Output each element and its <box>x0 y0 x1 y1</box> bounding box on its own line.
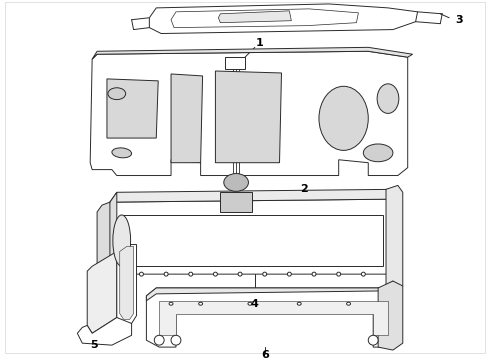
Polygon shape <box>77 318 132 345</box>
Ellipse shape <box>171 335 181 345</box>
Text: 2: 2 <box>300 184 308 194</box>
Ellipse shape <box>112 148 132 158</box>
Polygon shape <box>120 247 134 320</box>
Polygon shape <box>90 51 408 176</box>
Ellipse shape <box>113 215 131 266</box>
Ellipse shape <box>248 302 252 305</box>
Ellipse shape <box>224 174 248 191</box>
Polygon shape <box>107 199 393 274</box>
Text: 4: 4 <box>251 299 259 309</box>
Text: 3: 3 <box>455 15 463 25</box>
Polygon shape <box>388 197 398 261</box>
Ellipse shape <box>346 302 350 305</box>
Polygon shape <box>171 74 202 163</box>
Polygon shape <box>110 189 398 207</box>
Text: 1: 1 <box>256 39 264 48</box>
Ellipse shape <box>108 88 125 100</box>
Polygon shape <box>216 71 281 163</box>
Ellipse shape <box>140 272 144 276</box>
Ellipse shape <box>361 272 366 276</box>
Polygon shape <box>87 251 117 333</box>
Ellipse shape <box>319 86 368 150</box>
Polygon shape <box>219 11 292 23</box>
Ellipse shape <box>368 335 378 345</box>
Polygon shape <box>171 9 358 28</box>
Ellipse shape <box>297 302 301 305</box>
Polygon shape <box>386 185 403 294</box>
Ellipse shape <box>169 302 173 305</box>
Ellipse shape <box>154 335 164 345</box>
Polygon shape <box>107 79 158 138</box>
Polygon shape <box>147 281 398 301</box>
Text: 6: 6 <box>261 350 269 360</box>
Ellipse shape <box>363 144 393 162</box>
Ellipse shape <box>238 272 242 276</box>
Polygon shape <box>378 281 403 350</box>
Ellipse shape <box>189 272 193 276</box>
Ellipse shape <box>198 302 202 305</box>
Polygon shape <box>122 215 383 266</box>
Polygon shape <box>225 57 245 69</box>
Ellipse shape <box>288 272 292 276</box>
Ellipse shape <box>312 272 316 276</box>
Polygon shape <box>97 202 110 278</box>
Polygon shape <box>147 288 398 347</box>
Ellipse shape <box>337 272 341 276</box>
Polygon shape <box>92 47 413 59</box>
Ellipse shape <box>214 272 218 276</box>
Ellipse shape <box>377 84 399 113</box>
Polygon shape <box>117 244 137 323</box>
Polygon shape <box>107 192 117 266</box>
Polygon shape <box>220 192 252 212</box>
Polygon shape <box>159 301 388 335</box>
Ellipse shape <box>263 272 267 276</box>
Polygon shape <box>149 4 417 33</box>
Text: 5: 5 <box>90 340 98 350</box>
Ellipse shape <box>164 272 168 276</box>
